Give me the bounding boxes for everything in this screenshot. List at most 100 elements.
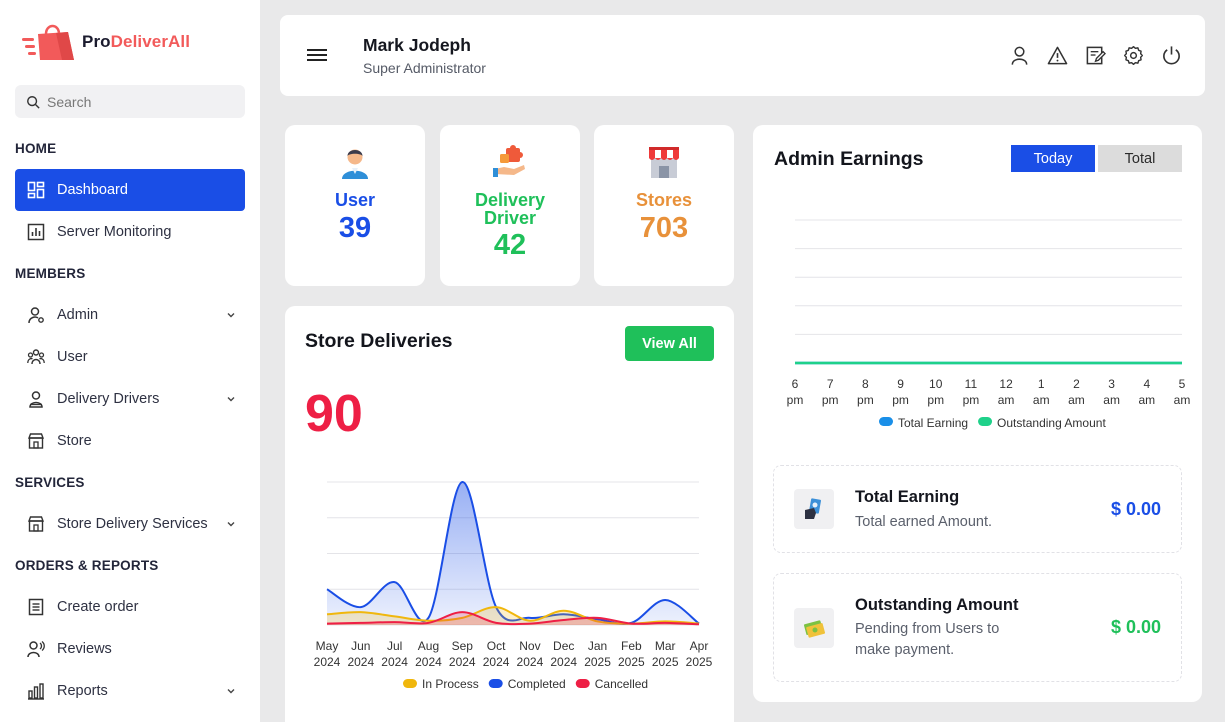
total-earning-box: Total Earning Total earned Amount. $ 0.0… bbox=[773, 465, 1182, 553]
edit-icon[interactable] bbox=[1084, 44, 1107, 67]
sidebar-item-label: Server Monitoring bbox=[57, 224, 172, 240]
stat-label: Stores bbox=[635, 190, 693, 210]
total-toggle[interactable]: Total bbox=[1098, 145, 1182, 172]
series-area-cancelled bbox=[327, 612, 699, 625]
x-tick-label: 1 bbox=[1038, 377, 1045, 391]
bar-chart-icon bbox=[26, 681, 46, 701]
search-input[interactable] bbox=[47, 93, 237, 110]
x-tick-label: 2025 bbox=[686, 655, 713, 669]
chevron-down-icon bbox=[227, 522, 235, 527]
store-icon bbox=[26, 514, 46, 534]
sidebar-item-label: Store bbox=[57, 433, 92, 449]
x-tick-label: pm bbox=[857, 393, 874, 407]
x-tick-label: 7 bbox=[827, 377, 834, 391]
puzzle-hand-icon bbox=[493, 145, 525, 177]
chart-icon bbox=[26, 222, 46, 242]
top-header: Mark Jodeph Super Administrator bbox=[280, 15, 1205, 96]
today-toggle[interactable]: Today bbox=[1011, 145, 1095, 172]
outstanding-amount-box: Outstanding Amount Pending from Users to… bbox=[773, 573, 1182, 682]
view-all-button[interactable]: View All bbox=[625, 326, 714, 361]
store-deliveries-card: Store Deliveries View All 90 May 2024 Jun 2… bbox=[285, 306, 734, 722]
sidebar: ProDeliverAll HOME Dashboard Server Moni… bbox=[0, 0, 260, 722]
sidebar-item-store-delivery-services[interactable]: Store Delivery Services bbox=[15, 503, 245, 545]
x-tick-label: am bbox=[1068, 393, 1085, 407]
sidebar-item-label: Store Delivery Services bbox=[57, 516, 208, 532]
x-tick-label: 2024 bbox=[347, 655, 374, 669]
stat-value: 703 bbox=[639, 212, 689, 244]
chevron-down-icon bbox=[227, 313, 235, 318]
total-earning-title: Total Earning bbox=[855, 488, 960, 506]
power-icon[interactable] bbox=[1160, 44, 1183, 67]
x-tick-label: 2024 bbox=[415, 655, 442, 669]
legend-label: Outstanding Amount bbox=[997, 416, 1106, 430]
sidebar-item-admin[interactable]: Admin bbox=[15, 294, 245, 336]
x-tick-label: pm bbox=[822, 393, 839, 407]
brand-name: ProDeliverAll bbox=[82, 32, 191, 51]
admin-earnings-chart: 6 pm 7 pm 8 pm 9 pm 10 pm 11 pm 12 am 1 am 2 am 3 am 4 am 5 am T… bbox=[787, 219, 1190, 430]
x-tick-label: Apr bbox=[690, 639, 709, 653]
x-tick-label: 9 bbox=[897, 377, 904, 391]
x-tick-label: am bbox=[1138, 393, 1155, 407]
brand-logo[interactable]: ProDeliverAll bbox=[22, 20, 190, 64]
users-icon bbox=[26, 347, 46, 367]
sidebar-item-label: Delivery Drivers bbox=[57, 391, 160, 407]
legend-label: In Process bbox=[422, 677, 479, 691]
sidebar-item-reviews[interactable]: Reviews bbox=[15, 628, 245, 670]
legend-label: Completed bbox=[508, 677, 566, 691]
sidebar-item-label: Dashboard bbox=[57, 182, 128, 198]
sidebar-item-dashboard[interactable]: Dashboard bbox=[15, 169, 245, 211]
x-tick-label: 2025 bbox=[584, 655, 611, 669]
stat-value: 39 bbox=[338, 212, 372, 244]
sidebar-item-delivery-drivers[interactable]: Delivery Drivers bbox=[15, 378, 245, 420]
legend-marker bbox=[403, 679, 417, 688]
x-tick-label: Feb bbox=[621, 639, 642, 653]
settings-icon[interactable] bbox=[1122, 44, 1145, 67]
section-services: SERVICES bbox=[15, 475, 85, 490]
user-icon[interactable] bbox=[1008, 44, 1031, 67]
sidebar-item-server-monitoring[interactable]: Server Monitoring bbox=[15, 211, 245, 253]
menu-icon[interactable] bbox=[307, 46, 327, 64]
x-tick-label: 2025 bbox=[618, 655, 645, 669]
outstanding-amount: $ 0.00 bbox=[1110, 617, 1161, 637]
x-tick-label: Dec bbox=[553, 639, 574, 653]
stat-value: 42 bbox=[493, 229, 527, 261]
admin-earnings-card: Admin Earnings Today Total 6 pm 7 pm 8 pm 9 pm 1… bbox=[753, 125, 1202, 702]
chevron-down-icon bbox=[227, 689, 235, 694]
legend-label: Cancelled bbox=[595, 677, 648, 691]
sidebar-item-create-order[interactable]: Create order bbox=[15, 586, 245, 628]
search-box[interactable] bbox=[15, 85, 245, 118]
stat-card-delivery-driver[interactable]: Delivery Driver 42 bbox=[440, 125, 580, 286]
x-tick-label: Jan bbox=[588, 639, 607, 653]
search-icon bbox=[27, 95, 40, 109]
admin-earnings-title: Admin Earnings bbox=[774, 148, 924, 170]
total-earning-subtitle: Total earned Amount. bbox=[855, 514, 993, 530]
x-tick-label: pm bbox=[787, 393, 804, 407]
sidebar-item-store[interactable]: Store bbox=[15, 420, 245, 462]
outstanding-title: Outstanding Amount bbox=[855, 596, 1019, 614]
driver-icon bbox=[26, 389, 46, 409]
legend-marker bbox=[978, 417, 993, 426]
sidebar-item-user[interactable]: User bbox=[15, 336, 245, 378]
x-tick-label: Sep bbox=[452, 639, 474, 653]
x-tick-label: Nov bbox=[519, 639, 540, 653]
x-tick-label: Jun bbox=[351, 639, 370, 653]
x-tick-label: am bbox=[1033, 393, 1050, 407]
x-tick-label: 5 bbox=[1179, 377, 1186, 391]
sidebar-item-label: Admin bbox=[57, 307, 99, 323]
user-name: Mark Jodeph bbox=[363, 35, 471, 55]
x-tick-label: 12 bbox=[999, 377, 1013, 391]
chevron-down-icon bbox=[227, 397, 235, 402]
sidebar-item-label: Reviews bbox=[57, 641, 112, 657]
sidebar-item-reports[interactable]: Reports bbox=[15, 670, 245, 712]
x-tick-label: 6 bbox=[792, 377, 799, 391]
x-tick-label: May bbox=[316, 639, 339, 653]
x-tick-label: 2024 bbox=[483, 655, 510, 669]
sidebar-item-label: User bbox=[57, 349, 88, 365]
x-tick-label: 2024 bbox=[550, 655, 577, 669]
store-deliveries-chart: May 2024 Jun 2024 Jul 2024 Aug 2024 Sep 2024 Oct 20… bbox=[314, 480, 713, 691]
user-role: Super Administrator bbox=[363, 60, 486, 76]
stat-card-stores[interactable]: Stores 703 bbox=[594, 125, 734, 286]
x-tick-label: 8 bbox=[862, 377, 869, 391]
warning-icon[interactable] bbox=[1046, 44, 1069, 67]
stat-card-user[interactable]: User 39 bbox=[285, 125, 425, 286]
